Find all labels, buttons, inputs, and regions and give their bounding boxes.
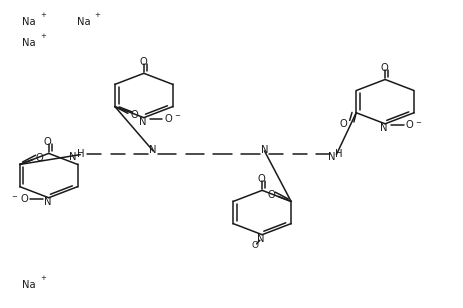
Text: Na: Na: [22, 38, 36, 48]
Text: +: +: [40, 275, 46, 281]
Text: O: O: [44, 137, 51, 147]
Text: O: O: [21, 194, 28, 204]
Text: O: O: [164, 114, 171, 124]
Text: H: H: [76, 149, 84, 159]
Text: N: N: [44, 197, 51, 207]
Text: O: O: [139, 57, 146, 67]
Text: +: +: [40, 12, 46, 18]
Text: O: O: [405, 120, 412, 130]
Text: N: N: [260, 145, 268, 155]
Text: O: O: [267, 190, 275, 200]
Text: Na: Na: [22, 17, 36, 26]
Text: −: −: [174, 113, 180, 120]
Text: −: −: [415, 120, 420, 126]
Text: N: N: [138, 117, 146, 127]
Text: O: O: [130, 110, 138, 120]
Text: +: +: [40, 33, 46, 39]
Text: O: O: [380, 63, 387, 73]
Text: H: H: [334, 149, 342, 159]
Text: O: O: [250, 241, 258, 250]
Text: Na: Na: [22, 280, 36, 290]
Text: +: +: [94, 12, 100, 18]
Text: N: N: [327, 152, 335, 162]
Text: N: N: [257, 234, 264, 244]
Text: Na: Na: [76, 17, 90, 26]
Text: −: −: [12, 193, 17, 200]
Text: N: N: [149, 145, 156, 155]
Text: N: N: [379, 123, 387, 133]
Text: O: O: [339, 119, 347, 128]
Text: N: N: [69, 152, 76, 162]
Text: O: O: [257, 174, 264, 184]
Text: O: O: [36, 153, 44, 163]
